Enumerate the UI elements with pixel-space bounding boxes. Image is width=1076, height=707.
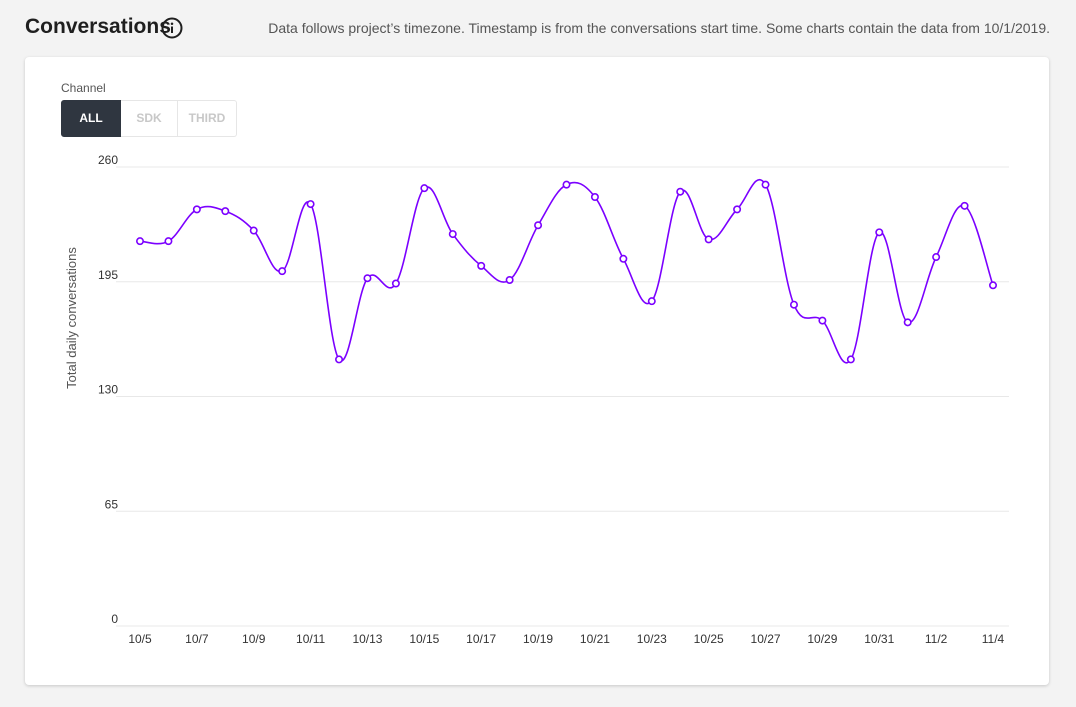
x-tick-label: 10/25 (694, 632, 724, 646)
data-point (448, 230, 457, 239)
y-tick-label: 260 (98, 153, 118, 167)
x-tick-label: 10/31 (864, 632, 894, 646)
x-tick-label: 10/15 (409, 632, 439, 646)
y-axis-title: Total daily conversations (64, 247, 79, 389)
series-line (139, 178, 994, 364)
x-tick-label: 10/17 (466, 632, 496, 646)
data-point (932, 253, 941, 262)
data-point (136, 237, 145, 246)
x-tick-label: 10/7 (185, 632, 209, 646)
data-point (221, 207, 230, 216)
data-point (619, 254, 628, 263)
data-point (818, 316, 827, 325)
data-point (647, 297, 656, 306)
info-icon[interactable] (161, 17, 183, 39)
y-tick-label: 0 (111, 612, 118, 626)
timezone-note: Data follows project’s timezone. Timesta… (268, 20, 1050, 36)
page-header: Conversations Data follows project’s tim… (25, 14, 1050, 44)
x-tick-label: 10/11 (296, 632, 325, 646)
data-point (534, 221, 543, 230)
data-point (733, 205, 742, 214)
x-tick-label: 10/29 (807, 632, 837, 646)
data-point (562, 180, 571, 189)
data-point (846, 355, 855, 364)
data-point (875, 228, 884, 237)
data-point (761, 180, 770, 189)
channel-all-button[interactable]: ALL (61, 100, 121, 137)
y-tick-label: 65 (105, 497, 119, 511)
data-point (306, 200, 315, 209)
x-tick-label: 10/27 (751, 632, 781, 646)
data-point (420, 184, 429, 193)
data-point (363, 274, 372, 283)
data-point (278, 267, 287, 276)
x-tick-label: 10/23 (637, 632, 667, 646)
page-title: Conversations (25, 15, 171, 38)
data-point (903, 318, 912, 327)
x-tick-label: 10/21 (580, 632, 610, 646)
data-point (704, 235, 713, 244)
data-point (335, 355, 344, 364)
x-tick-label: 10/9 (242, 632, 266, 646)
y-tick-label: 130 (98, 383, 118, 397)
channel-sdk-button[interactable]: SDK (121, 100, 178, 137)
data-point (988, 281, 997, 290)
data-point (505, 275, 514, 284)
x-tick-label: 10/5 (128, 632, 152, 646)
x-tick-label: 11/4 (982, 632, 1005, 646)
data-point (164, 237, 173, 246)
data-point (960, 201, 969, 210)
data-point (192, 205, 201, 214)
x-tick-label: 11/2 (925, 632, 948, 646)
x-tick-label: 10/19 (523, 632, 553, 646)
channel-segmented-control: ALL SDK THIRD (61, 100, 237, 137)
channel-third-button[interactable]: THIRD (178, 100, 237, 137)
channel-filter-label: Channel (61, 81, 106, 95)
x-tick-label: 10/13 (352, 632, 382, 646)
data-point (477, 261, 486, 270)
chart-card: Channel ALL SDK THIRD 0 65 130 195 260 10/5 10… (25, 57, 1049, 685)
data-point (590, 193, 599, 202)
data-point (249, 226, 258, 235)
data-point (676, 187, 685, 196)
y-tick-label: 195 (98, 268, 118, 282)
data-point (391, 279, 400, 288)
data-point (789, 300, 798, 309)
line-chart: 0 65 130 195 260 10/5 10/7 10/9 10/11 10/13 10/15 1… (64, 153, 1009, 646)
